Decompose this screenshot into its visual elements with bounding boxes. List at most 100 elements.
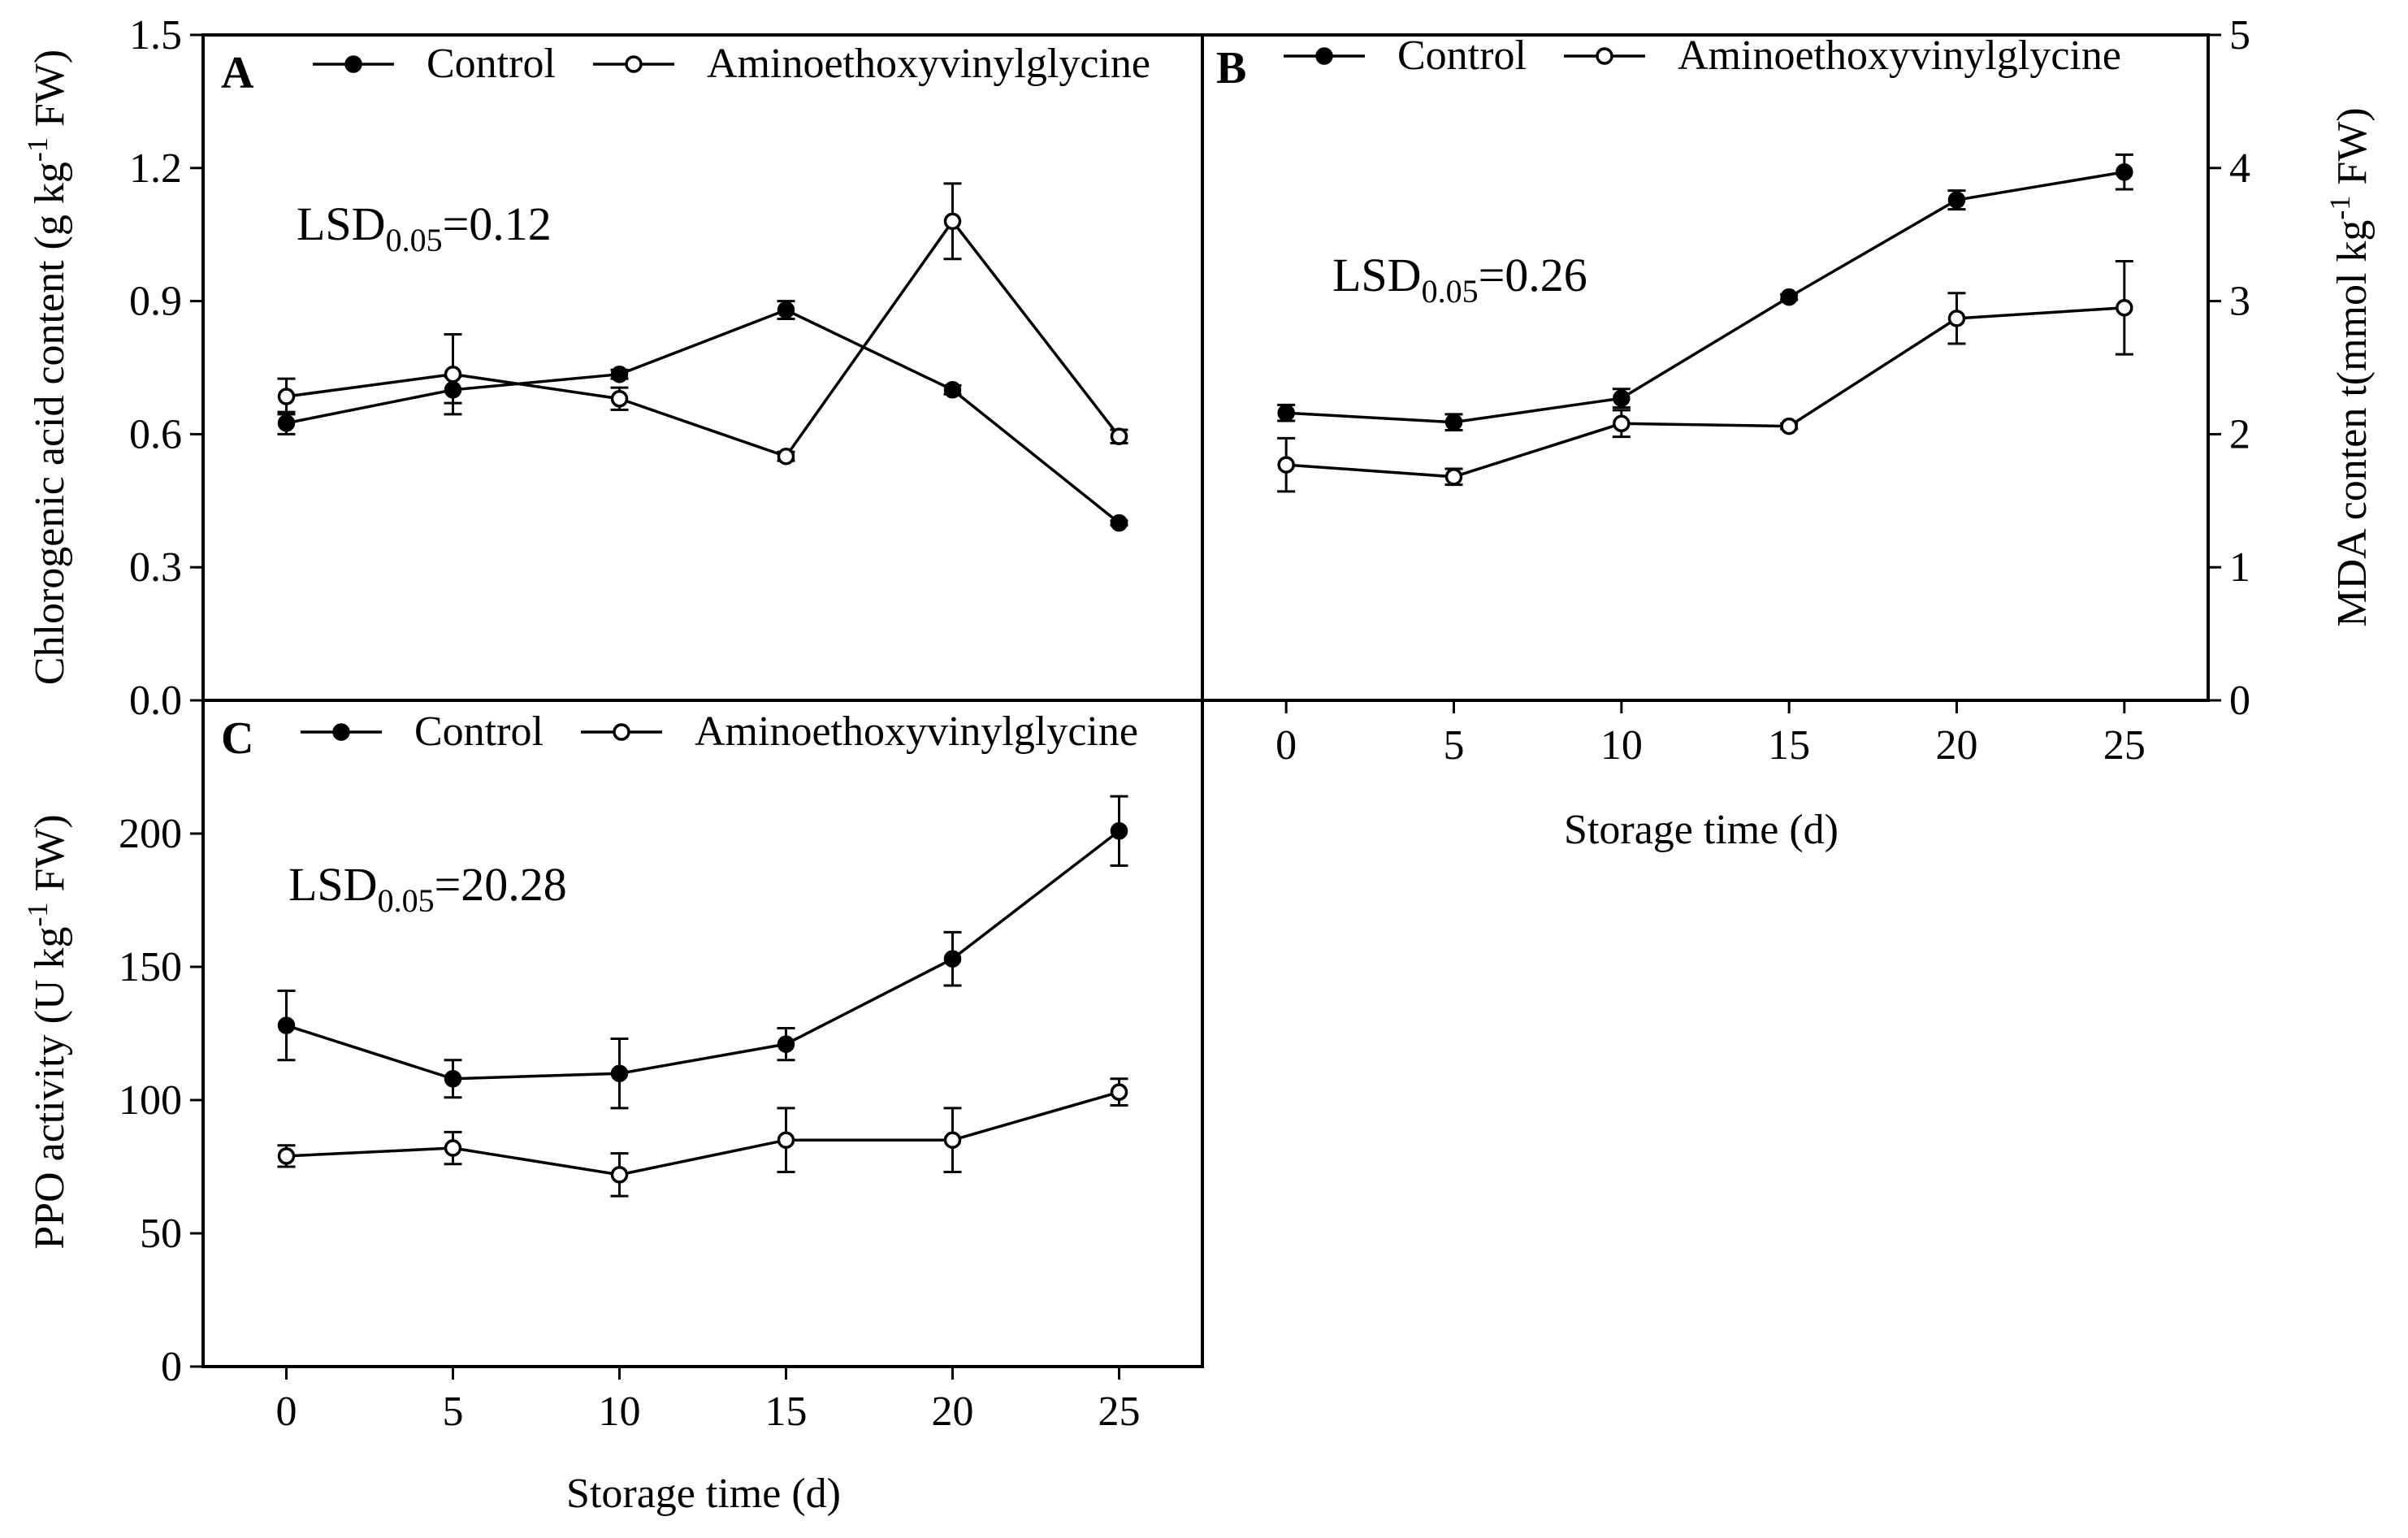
control-point [777,1035,795,1053]
panel-b-legend: Control Aminoethoxyvinylglycine [1284,32,2121,79]
legend-label-control: Control [427,41,556,87]
x-tick-label: 20 [1936,722,1978,769]
y-tick-label: 3 [2229,279,2250,325]
panel-a-frame [201,33,1204,702]
aminoethoxyvinylglycine-point [610,1166,629,1184]
aminoethoxyvinylglycine-point [1277,456,1295,474]
aminoethoxyvinylglycine-point [444,1139,462,1157]
aminoethoxyvinylglycine-point [1110,1083,1128,1101]
lsd-prefix: LSD [297,197,386,250]
panel-c-xlabel: Storage time (d) [566,1471,841,1517]
panel-b-ylabel: MDA conten t(mmol kg-1 FW) [2324,107,2376,627]
panel-a: 0.0 0.3 0.6 0.9 1.2 1.5 A Control Aminoethoxyv… [21,12,1204,724]
lsd-value: =0.12 [443,197,552,250]
panel-a-ylabel: Chlorogenic acid content (g kg-1 FW) [21,50,73,685]
y-tick-label: 1.5 [129,12,182,58]
panel-b-lsd: LSD0.05=0.26 [1332,249,1587,310]
ylabel-sup: -1 [21,903,54,927]
legend-label-control: Control [1397,32,1527,79]
y-tick-label: 1.2 [129,145,182,192]
y-tick-label: 0.0 [129,678,182,724]
y-tick-label: 100 [119,1077,182,1124]
aminoethoxyvinylglycine-point [1947,310,1966,327]
control-point [943,950,962,968]
legend-marker [1596,47,1613,65]
series-line-control [285,830,1120,1081]
y-tick-label: 4 [2229,145,2250,192]
legend-marker [613,723,630,741]
aminoethoxyvinylglycine-point [1780,417,1798,435]
aminoethoxyvinylglycine-point [1444,468,1463,486]
control-point [943,381,962,399]
control-point [2116,162,2133,181]
ylabel-tail: FW) [27,50,73,137]
panel-c-frame [201,699,1204,1368]
x-tick-label: 10 [1600,722,1643,769]
panel-c-lsd: LSD0.05=20.28 [288,858,567,919]
control-point [277,1016,296,1034]
control-point [444,1070,462,1088]
aminoethoxyvinylglycine-point [277,388,296,405]
y-tick-label: 50 [140,1211,182,1257]
aminoethoxyvinylglycine-point [777,1131,795,1149]
x-tick-label: 5 [1444,722,1465,769]
x-tick-label: 15 [765,1389,808,1435]
panel-a-legend: Control Aminoethoxyvinylglycine [313,41,1150,87]
x-tick-label: 0 [276,1389,297,1435]
aminoethoxyvinylglycine-point [610,389,629,408]
control-point [1277,404,1295,422]
y-tick-label: 2 [2229,411,2250,457]
legend-marker [344,55,362,73]
lsd-prefix: LSD [288,858,378,911]
y-tick-label: 1 [2229,544,2250,591]
control-point [277,414,296,432]
legend-label-control: Control [414,708,544,755]
x-tick-label: 25 [1098,1389,1141,1435]
legend-label-aminoethoxyvinylglycine: Aminoethoxyvinylglycine [695,708,1138,755]
aminoethoxyvinylglycine-point [777,447,795,466]
control-point [1780,288,1798,306]
control-point [444,381,462,399]
legend-label-aminoethoxyvinylglycine: Aminoethoxyvinylglycine [1678,32,2121,79]
x-tick-label: 25 [2103,722,2146,769]
ylabel-tail: FW) [27,814,73,902]
legend-marker [332,723,350,741]
control-point [1947,191,1966,209]
control-point [610,365,629,383]
y-tick-label: 5 [2229,12,2250,58]
series-line-aminoethoxyvinylglycine [1286,306,2124,479]
lsd-subscript: 0.05 [386,222,443,258]
y-tick-label: 150 [119,944,182,990]
control-point [1110,513,1128,532]
lsd-prefix: LSD [1332,249,1422,301]
panel-b-frame [1201,33,2210,702]
y-tick-label: 0.6 [129,411,182,457]
ylabel-main: PPO activity (U kg [27,927,73,1250]
ylabel-tail: FW) [2329,107,2376,195]
y-tick-label: 0 [161,1344,182,1390]
control-point [777,301,795,319]
control-point [1110,821,1128,840]
panel-a-lsd: LSD0.05=0.12 [297,197,552,258]
legend-marker [625,55,643,73]
ylabel-sup: -1 [2324,196,2356,220]
lsd-value: =0.26 [1479,249,1587,301]
panel-c-ylabel: PPO activity (U kg-1 FW) [21,814,73,1250]
control-point [1613,389,1631,407]
y-tick-label: 0.9 [129,279,182,325]
series-line-control [286,308,1120,524]
lsd-subscript: 0.05 [1422,273,1479,310]
x-tick-label: 15 [1768,722,1810,769]
aminoethoxyvinylglycine-point [2116,299,2133,317]
legend-label-aminoethoxyvinylglycine: Aminoethoxyvinylglycine [707,41,1150,87]
aminoethoxyvinylglycine-point [1110,427,1128,445]
y-tick-label: 0 [2229,678,2250,724]
control-point [610,1064,629,1082]
x-tick-label: 0 [1275,722,1297,769]
aminoethoxyvinylglycine-point [277,1147,296,1165]
lsd-subscript: 0.05 [378,882,435,919]
y-tick-label: 200 [119,811,182,857]
x-tick-label: 5 [443,1389,464,1435]
aminoethoxyvinylglycine-point [444,365,462,383]
x-tick-label: 20 [932,1389,974,1435]
